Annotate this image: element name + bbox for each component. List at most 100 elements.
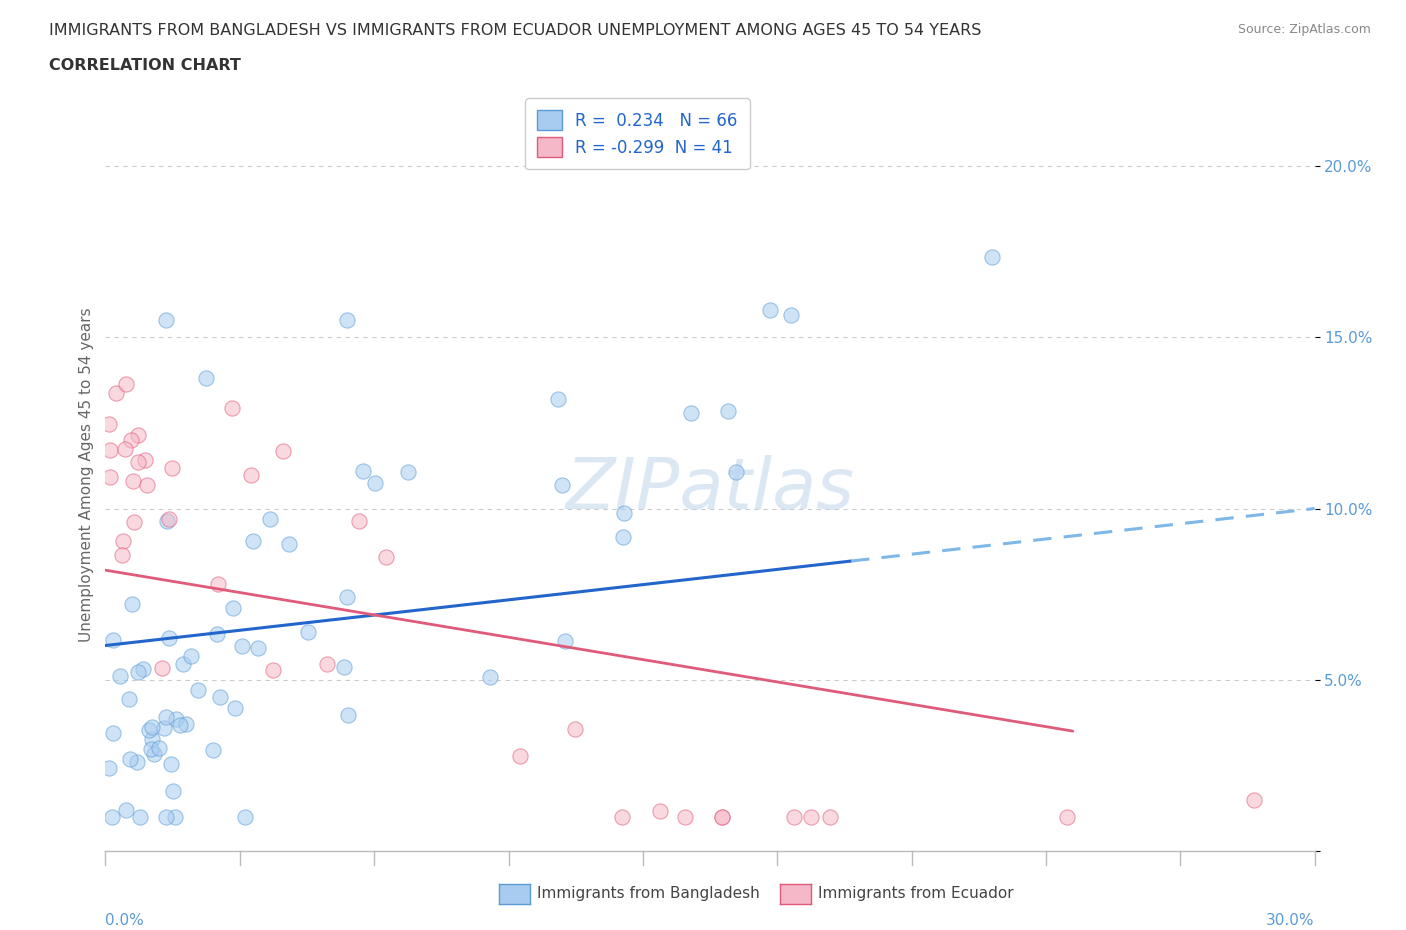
Point xyxy=(396,465,419,480)
Point xyxy=(127,428,149,443)
Point xyxy=(156,514,179,529)
Point xyxy=(118,751,141,766)
Point xyxy=(224,700,246,715)
Point xyxy=(277,536,299,551)
Point xyxy=(152,721,174,736)
Point xyxy=(262,662,284,677)
Text: IMMIGRANTS FROM BANGLADESH VS IMMIGRANTS FROM ECUADOR UNEMPLOYMENT AMONG AGES 45: IMMIGRANTS FROM BANGLADESH VS IMMIGRANTS… xyxy=(49,23,981,38)
Point xyxy=(135,477,157,492)
Point xyxy=(273,444,295,458)
Point xyxy=(180,648,202,663)
Point xyxy=(141,732,163,747)
Point xyxy=(104,385,127,400)
Point xyxy=(349,513,371,528)
Point xyxy=(800,809,823,824)
Point xyxy=(132,662,155,677)
Point xyxy=(717,404,740,418)
Point xyxy=(138,723,160,737)
Point xyxy=(98,417,121,432)
Point xyxy=(115,377,138,392)
Text: 0.0%: 0.0% xyxy=(105,912,145,927)
Point xyxy=(134,452,156,467)
Point xyxy=(141,741,163,756)
Point xyxy=(103,725,125,740)
Point xyxy=(315,657,337,671)
Point xyxy=(172,657,194,671)
Point xyxy=(205,627,228,642)
Point xyxy=(117,691,139,706)
Text: Immigrants from Bangladesh: Immigrants from Bangladesh xyxy=(537,886,759,901)
Point xyxy=(125,754,148,769)
Y-axis label: Unemployment Among Ages 45 to 54 years: Unemployment Among Ages 45 to 54 years xyxy=(79,307,94,642)
Point xyxy=(233,809,256,824)
Point xyxy=(195,371,218,386)
Point xyxy=(202,742,225,757)
Legend: R =  0.234   N = 66, R = -0.299  N = 41: R = 0.234 N = 66, R = -0.299 N = 41 xyxy=(526,99,749,169)
Point xyxy=(111,533,134,548)
Point xyxy=(240,468,263,483)
Point xyxy=(101,632,124,647)
Point xyxy=(121,596,143,611)
Point xyxy=(142,747,165,762)
Point xyxy=(779,307,801,322)
Point xyxy=(100,470,122,485)
Point xyxy=(1056,809,1078,824)
Text: Immigrants from Ecuador: Immigrants from Ecuador xyxy=(818,886,1014,901)
Point xyxy=(724,464,747,479)
Point xyxy=(673,809,696,824)
Point xyxy=(981,249,1004,264)
Point xyxy=(554,633,576,648)
Point xyxy=(141,720,163,735)
Point xyxy=(165,809,187,824)
Text: CORRELATION CHART: CORRELATION CHART xyxy=(49,58,240,73)
Point xyxy=(547,392,569,406)
Point xyxy=(221,401,243,416)
Point xyxy=(336,590,359,604)
Point xyxy=(150,660,173,675)
Point xyxy=(127,455,149,470)
Point xyxy=(155,312,177,327)
Point xyxy=(711,809,734,824)
Point xyxy=(162,783,184,798)
Point xyxy=(818,809,841,824)
Point xyxy=(259,512,281,526)
Point xyxy=(114,803,136,817)
Point xyxy=(128,809,150,824)
Point xyxy=(101,809,124,824)
Point xyxy=(297,624,319,639)
Point xyxy=(165,711,187,726)
Text: Source: ZipAtlas.com: Source: ZipAtlas.com xyxy=(1237,23,1371,36)
Point xyxy=(783,809,806,824)
Point xyxy=(108,668,131,683)
Point xyxy=(157,631,180,645)
Point xyxy=(127,664,149,679)
Point xyxy=(120,432,142,447)
Point xyxy=(187,683,209,698)
Point xyxy=(242,534,264,549)
Point xyxy=(710,809,733,824)
Point xyxy=(98,761,121,776)
Point xyxy=(759,302,782,317)
Point xyxy=(613,505,636,520)
Point xyxy=(157,512,180,526)
Point xyxy=(246,641,269,656)
Point xyxy=(122,514,145,529)
Text: ZIPatlas: ZIPatlas xyxy=(565,455,855,524)
Point xyxy=(148,741,170,756)
Point xyxy=(352,463,374,478)
Point xyxy=(612,530,634,545)
Point xyxy=(679,405,702,420)
Point xyxy=(155,809,177,824)
Point xyxy=(564,722,586,737)
Point xyxy=(111,548,134,563)
Point xyxy=(169,718,191,733)
Point xyxy=(336,312,359,327)
Point xyxy=(478,670,501,684)
Text: 30.0%: 30.0% xyxy=(1267,912,1315,927)
Point xyxy=(336,708,359,723)
Point xyxy=(162,460,184,475)
Point xyxy=(333,660,356,675)
Point xyxy=(610,809,633,824)
Point xyxy=(222,600,245,615)
Point xyxy=(650,804,672,818)
